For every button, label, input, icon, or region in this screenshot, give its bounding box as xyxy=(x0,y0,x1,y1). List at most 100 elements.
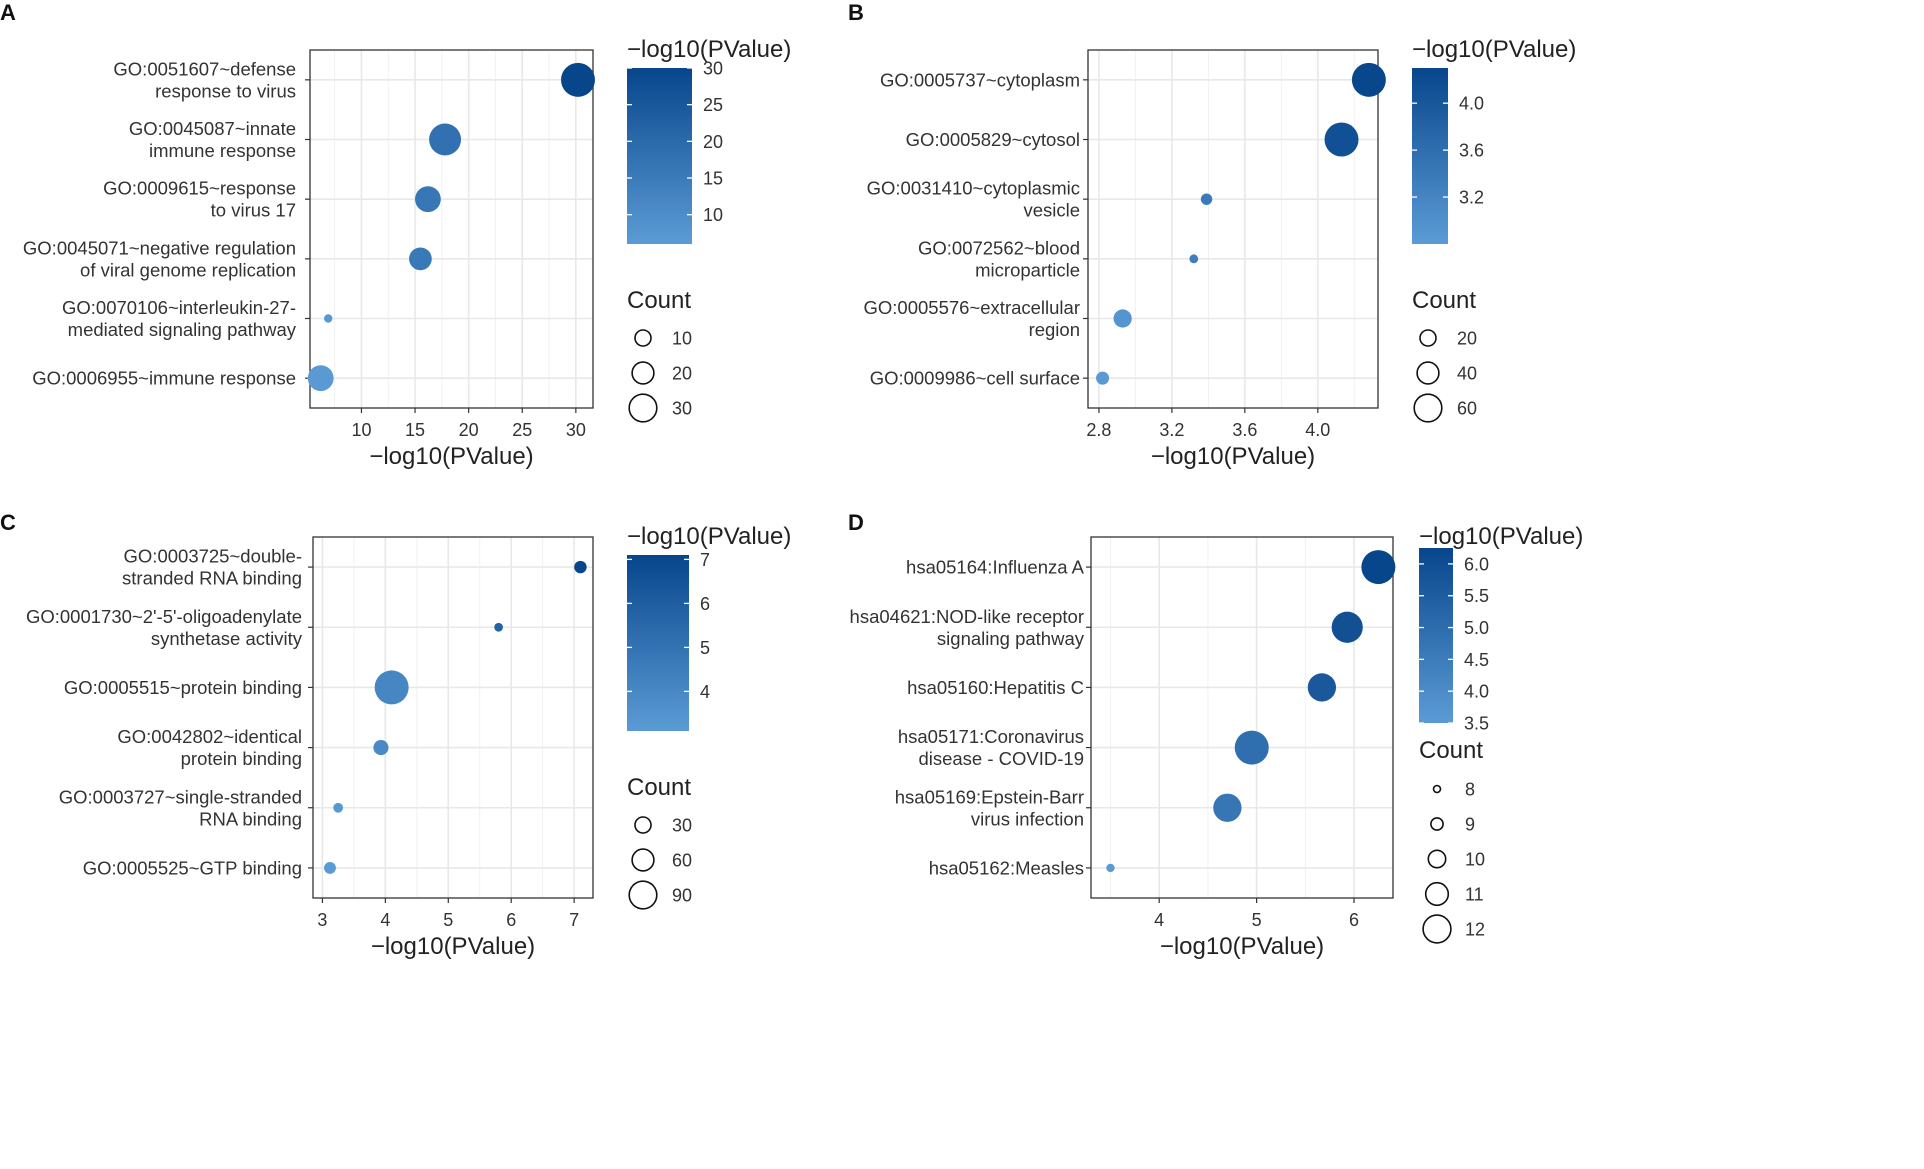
y-tick-label: GO:0051607~defense response to virus xyxy=(113,58,296,101)
size-legend-circle xyxy=(1422,914,1452,944)
data-point xyxy=(494,622,503,632)
y-tick-label: hsa04621:NOD-like receptor signaling path… xyxy=(850,606,1085,649)
x-tick-label: 6 xyxy=(506,910,516,930)
data-point xyxy=(1189,254,1199,264)
size-legend-circle xyxy=(628,880,658,910)
data-point xyxy=(324,314,333,323)
colorbar xyxy=(627,555,689,731)
colorbar xyxy=(1412,68,1448,244)
x-tick-label: 3.2 xyxy=(1159,420,1184,440)
x-tick-label: 25 xyxy=(512,420,532,440)
plot-border xyxy=(312,536,594,899)
y-tick-label: GO:0005576~extracellular region xyxy=(864,297,1080,340)
size-legend-label: 60 xyxy=(672,851,692,871)
colorbar-tick-label: 4.0 xyxy=(1459,94,1484,114)
panel-letter: D xyxy=(848,510,864,535)
y-tick-label: hsa05160:Hepatitis C xyxy=(907,677,1084,698)
x-axis-title: −log10(PValue) xyxy=(369,443,533,470)
x-tick-label: 6 xyxy=(1349,910,1359,930)
y-tick-label: hsa05162:Measles xyxy=(929,857,1084,878)
colorbar-tick-label: 5 xyxy=(700,638,710,658)
colorbar-tick-label: 7 xyxy=(700,550,710,570)
size-legend-title: Count xyxy=(1412,287,1476,314)
y-tick-label: GO:0005515~protein binding xyxy=(64,677,302,698)
x-tick-label: 30 xyxy=(566,420,586,440)
y-tick-label: GO:0005525~GTP binding xyxy=(83,857,302,878)
colorbar-tick-label: 4.0 xyxy=(1464,682,1489,702)
y-tick-label: GO:0001730~2'-5'-oligoadenylate synthetas… xyxy=(26,606,303,649)
colorbar xyxy=(1419,548,1453,723)
size-legend-label: 9 xyxy=(1465,815,1475,835)
data-point xyxy=(373,740,389,756)
data-point xyxy=(560,62,595,97)
data-point xyxy=(1213,793,1242,822)
data-point xyxy=(1200,193,1213,205)
size-legend-label: 20 xyxy=(1457,329,1477,349)
colorbar xyxy=(627,68,692,244)
data-point xyxy=(374,670,409,705)
panel-letter: C xyxy=(0,510,16,535)
data-point xyxy=(574,560,587,574)
x-tick-label: 15 xyxy=(405,420,425,440)
panel-b: B 2.8 3.2 3.6 4.0 −log10(PValue) GO:0005737~cy… xyxy=(848,0,1576,470)
size-legend-circle xyxy=(1416,361,1440,385)
x-axis-title: −log10(PValue) xyxy=(1151,443,1315,470)
data-point xyxy=(429,123,462,156)
size-legend-label: 90 xyxy=(672,886,692,906)
data-point xyxy=(307,365,334,392)
size-legend-title: Count xyxy=(627,287,691,314)
x-tick-label: 10 xyxy=(351,420,371,440)
data-point xyxy=(1361,550,1396,585)
colorbar-tick-label: 4.5 xyxy=(1464,650,1489,670)
x-tick-label: 3.6 xyxy=(1232,420,1257,440)
size-legend-circle xyxy=(1419,329,1437,347)
size-legend-label: 40 xyxy=(1457,364,1477,384)
size-legend-label: 30 xyxy=(672,399,692,419)
y-tick-label: GO:0005829~cytosol xyxy=(906,129,1080,150)
colorbar-tick-label: 3.2 xyxy=(1459,188,1484,208)
x-axis-title: −log10(PValue) xyxy=(371,933,535,960)
plot-area xyxy=(1091,537,1393,898)
y-tick-label: GO:0031410~cytoplasmic vesicle xyxy=(867,178,1080,221)
size-legend-label: 8 xyxy=(1465,780,1475,800)
size-legend-label: 60 xyxy=(1457,399,1477,419)
size-legend-circle xyxy=(628,393,658,423)
data-point xyxy=(1324,122,1359,157)
x-tick-label: 5 xyxy=(443,910,453,930)
y-tick-label: GO:0003727~single-stranded RNA binding xyxy=(59,786,302,829)
colorbar-tick-label: 25 xyxy=(703,95,723,115)
y-tick-label: GO:0005737~cytoplasm xyxy=(880,69,1080,90)
y-tick-label: GO:0009615~response to virus 17 xyxy=(103,178,296,221)
size-legend-circle xyxy=(634,816,652,834)
panel-a: A10 15 20 25 30−log10(PValue)GO:0051607~defe… xyxy=(0,0,791,470)
colorbar-tick-label: 3.5 xyxy=(1464,714,1489,734)
size-legend-circle xyxy=(1413,393,1443,423)
data-point xyxy=(415,186,441,213)
colorbar-tick-label: 5.5 xyxy=(1464,586,1489,606)
y-tick-label: GO:0003725~double-stranded RNA binding xyxy=(122,546,302,589)
plot-border xyxy=(309,49,594,409)
size-legend-circle xyxy=(634,329,652,347)
size-legend-circle xyxy=(1432,784,1442,794)
x-axis-title: −log10(PValue) xyxy=(1160,933,1324,960)
data-point xyxy=(1234,730,1269,765)
color-legend-title: −log10(PValue) xyxy=(1419,523,1583,550)
size-legend-label: 10 xyxy=(672,329,692,349)
size-legend-circle xyxy=(1430,817,1444,831)
y-tick-label: GO:0006955~immune response xyxy=(32,368,296,389)
y-tick-label: GO:0042802~identical protein binding xyxy=(117,726,302,769)
x-tick-label: 5 xyxy=(1252,910,1262,930)
colorbar-tick-label: 3.6 xyxy=(1459,141,1484,161)
plot-border xyxy=(1087,49,1379,409)
data-point xyxy=(324,861,336,874)
x-tick-label: 4 xyxy=(1154,910,1164,930)
colorbar-tick-label: 15 xyxy=(703,169,723,189)
y-tick-label: GO:0045071~negative regulation of viral g… xyxy=(23,237,296,280)
x-tick-label: 7 xyxy=(569,910,579,930)
color-legend-title: −log10(PValue) xyxy=(1412,36,1576,63)
colorbar-tick-label: 30 xyxy=(703,59,723,79)
plot-border xyxy=(1090,536,1394,899)
y-tick-label: GO:0045087~innate immune response xyxy=(129,118,296,161)
panel-letter: A xyxy=(0,0,16,25)
